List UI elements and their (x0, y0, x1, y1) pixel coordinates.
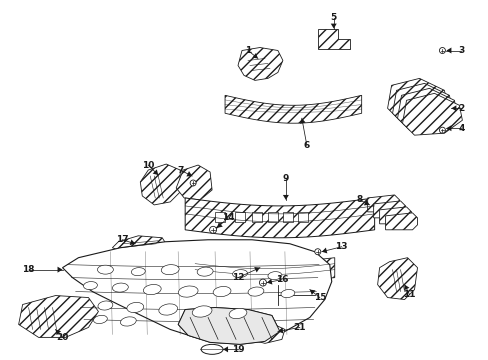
Text: 5: 5 (330, 13, 336, 22)
Ellipse shape (97, 265, 113, 274)
Text: 20: 20 (56, 333, 69, 342)
Text: 11: 11 (403, 290, 415, 299)
Bar (235, 212, 244, 222)
Polygon shape (373, 201, 405, 218)
Text: 2: 2 (457, 104, 464, 113)
Polygon shape (252, 53, 258, 58)
Circle shape (259, 279, 266, 286)
Polygon shape (392, 84, 451, 125)
Ellipse shape (192, 306, 212, 317)
Text: 17: 17 (116, 235, 128, 244)
Polygon shape (238, 48, 283, 80)
Ellipse shape (178, 286, 198, 297)
Text: 16: 16 (275, 275, 287, 284)
Polygon shape (330, 24, 336, 28)
Polygon shape (385, 213, 417, 230)
Polygon shape (176, 165, 212, 200)
Text: 12: 12 (231, 273, 244, 282)
Ellipse shape (93, 315, 107, 324)
Text: 6: 6 (303, 141, 309, 150)
Ellipse shape (267, 271, 281, 280)
Text: 21: 21 (293, 323, 305, 332)
Polygon shape (397, 88, 456, 130)
Polygon shape (19, 296, 98, 337)
Polygon shape (244, 323, 285, 343)
Ellipse shape (201, 345, 223, 354)
Polygon shape (363, 200, 369, 205)
Polygon shape (58, 267, 62, 273)
Polygon shape (450, 105, 455, 111)
Text: 13: 13 (335, 242, 347, 251)
Ellipse shape (131, 267, 145, 276)
Polygon shape (266, 279, 272, 284)
Text: 10: 10 (142, 161, 154, 170)
Text: 1: 1 (244, 46, 251, 55)
Text: 15: 15 (313, 293, 325, 302)
Ellipse shape (161, 265, 179, 275)
Ellipse shape (143, 284, 161, 295)
Polygon shape (317, 28, 349, 49)
Polygon shape (309, 289, 315, 295)
Ellipse shape (98, 301, 113, 310)
Polygon shape (402, 93, 462, 135)
Circle shape (439, 48, 445, 54)
Ellipse shape (83, 282, 97, 289)
Ellipse shape (120, 317, 136, 326)
Polygon shape (254, 267, 260, 273)
Circle shape (209, 226, 216, 233)
Bar (267, 212, 277, 222)
Text: 8: 8 (356, 195, 362, 204)
Polygon shape (152, 170, 158, 175)
Polygon shape (56, 329, 61, 335)
Polygon shape (321, 248, 326, 253)
Polygon shape (277, 328, 283, 333)
Polygon shape (186, 171, 192, 176)
Text: 9: 9 (282, 174, 288, 183)
Polygon shape (446, 125, 450, 131)
Ellipse shape (281, 289, 294, 298)
Polygon shape (178, 307, 279, 345)
Ellipse shape (159, 304, 177, 315)
Ellipse shape (232, 270, 247, 278)
Circle shape (190, 180, 196, 186)
Ellipse shape (197, 267, 213, 276)
Polygon shape (217, 222, 223, 228)
Text: 19: 19 (231, 345, 244, 354)
Bar (283, 212, 292, 222)
Ellipse shape (126, 302, 143, 312)
Polygon shape (112, 236, 167, 254)
Text: 14: 14 (221, 213, 234, 222)
Text: 4: 4 (457, 124, 464, 133)
Ellipse shape (247, 287, 264, 296)
Ellipse shape (229, 308, 246, 319)
Polygon shape (195, 258, 334, 283)
Polygon shape (224, 95, 361, 123)
Polygon shape (185, 198, 374, 238)
Ellipse shape (213, 287, 230, 297)
Ellipse shape (112, 283, 128, 292)
Text: 18: 18 (22, 265, 35, 274)
Bar (297, 212, 307, 222)
Polygon shape (403, 285, 408, 291)
Polygon shape (223, 346, 227, 352)
Circle shape (439, 127, 445, 133)
Polygon shape (387, 78, 447, 120)
Text: 7: 7 (177, 166, 183, 175)
Polygon shape (62, 240, 331, 341)
Text: 3: 3 (457, 46, 464, 55)
Polygon shape (377, 258, 417, 300)
Polygon shape (140, 164, 180, 205)
Polygon shape (178, 307, 279, 345)
Polygon shape (299, 118, 305, 124)
Polygon shape (446, 48, 450, 54)
Circle shape (314, 249, 320, 255)
Polygon shape (379, 207, 411, 224)
Polygon shape (283, 195, 288, 200)
Polygon shape (129, 239, 135, 245)
Polygon shape (367, 195, 399, 212)
Bar (251, 212, 262, 222)
Bar (215, 212, 224, 222)
